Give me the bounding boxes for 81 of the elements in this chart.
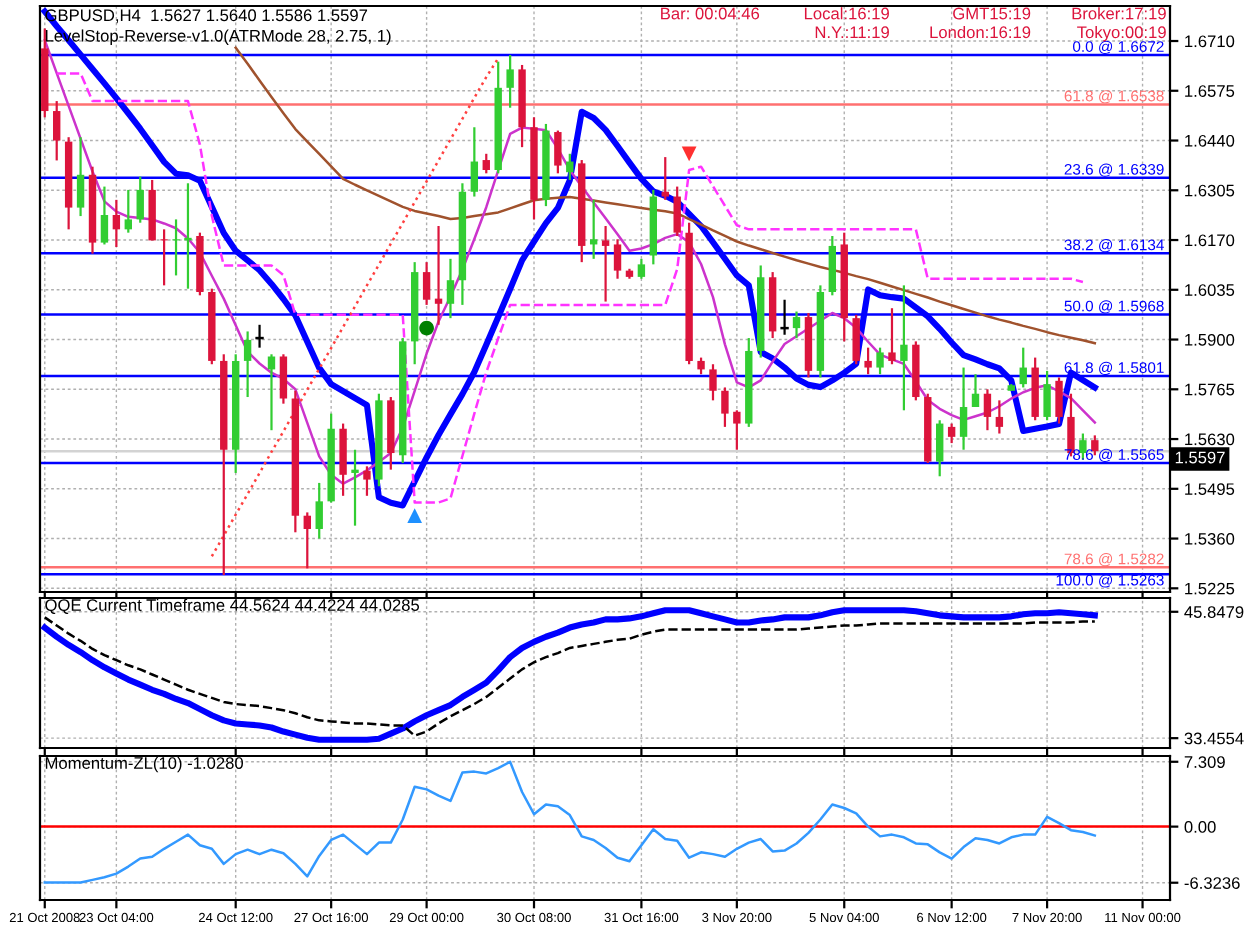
candlestick	[613, 238, 622, 280]
candlestick	[673, 185, 681, 238]
y-tick-label: 33.4554	[1184, 732, 1244, 745]
candlestick	[959, 366, 968, 451]
candlestick	[721, 386, 729, 428]
candlestick	[53, 99, 61, 162]
candlestick	[983, 388, 992, 432]
candlestick	[100, 185, 109, 246]
y-tick-label: 1.5765	[1185, 383, 1235, 396]
candlestick	[900, 284, 908, 412]
candlestick	[243, 330, 252, 399]
line-series	[210, 57, 500, 558]
annotation: Local:16:19	[804, 7, 889, 20]
candlestick	[1055, 376, 1063, 425]
annotation: Broker:17:19	[1072, 7, 1166, 20]
candlestick	[482, 152, 490, 175]
point	[419, 320, 434, 336]
candlestick	[339, 422, 347, 497]
candlestick	[852, 313, 860, 366]
y-tick-label: 1.5630	[1185, 433, 1235, 446]
candlestick	[351, 448, 359, 527]
ref-line-label: 1.5597	[1175, 451, 1225, 464]
line-series	[43, 760, 1097, 884]
annotation: London:16:19	[930, 25, 1031, 39]
point	[407, 508, 423, 524]
candlestick	[315, 481, 323, 540]
candlestick	[792, 310, 801, 340]
candlestick	[470, 126, 479, 198]
annotation: Tokyo:00:19	[1077, 25, 1166, 42]
candlestick	[876, 346, 884, 376]
candlestick	[124, 188, 132, 234]
y-tick-label: 1.6440	[1185, 134, 1235, 147]
candlestick	[995, 399, 1004, 435]
candlestick	[601, 224, 610, 303]
candlestick	[661, 156, 669, 201]
y-tick-label: -6.3236	[1184, 877, 1240, 889]
candlestick	[422, 261, 431, 307]
candlestick	[136, 175, 144, 224]
y-tick-label: 1.6710	[1185, 35, 1235, 48]
candlestick	[1019, 346, 1027, 389]
candlestick	[936, 419, 944, 478]
y-tick-label: 45.8479	[1184, 606, 1244, 618]
candlestick	[363, 465, 371, 497]
chart-title: Momentum-ZL(10) -1.0280	[45, 756, 244, 773]
candlestick	[279, 353, 288, 405]
y-tick-label: 1.5360	[1185, 532, 1235, 545]
candlestick	[434, 224, 443, 326]
chart-title: QQE Current Timeframe 44.5624 44.4224 44.0285	[45, 598, 420, 614]
candlestick	[112, 198, 121, 249]
candlestick	[446, 257, 455, 320]
candlestick	[637, 257, 646, 280]
candlestick	[160, 228, 168, 287]
candlestick	[1043, 369, 1051, 422]
candlestick	[554, 129, 562, 175]
candlestick	[888, 307, 896, 366]
annotation: Bar: 00:04:46	[661, 7, 760, 20]
annotation: N.Y.:11:19	[815, 26, 889, 39]
candlestick	[971, 373, 980, 409]
candlestick	[303, 511, 311, 570]
candlestick	[267, 353, 276, 432]
y-tick-label: 7.309	[1184, 756, 1225, 768]
y-tick-label: 1.5225	[1185, 582, 1235, 595]
y-tick-label: 1.6170	[1185, 234, 1235, 247]
candlestick	[172, 218, 180, 277]
candlestick	[709, 363, 717, 402]
candlestick	[589, 198, 598, 260]
point	[681, 146, 697, 162]
candlestick	[947, 422, 956, 445]
y-tick-label: 1.5495	[1185, 483, 1235, 496]
y-tick-label: 1.6305	[1185, 184, 1235, 197]
candlestick	[506, 53, 514, 109]
y-tick-label: 1.5900	[1185, 333, 1235, 346]
y-tick-label: 1.6035	[1185, 284, 1235, 296]
candlestick	[1091, 434, 1099, 457]
y-tick-label: 0.00	[1184, 821, 1216, 833]
candlestick	[76, 136, 85, 218]
y-tick-label: 1.6575	[1185, 85, 1235, 97]
annotation: GMT15:19	[953, 7, 1031, 20]
candlestick	[733, 409, 741, 451]
candlestick	[828, 234, 837, 297]
candlestick	[864, 346, 872, 376]
